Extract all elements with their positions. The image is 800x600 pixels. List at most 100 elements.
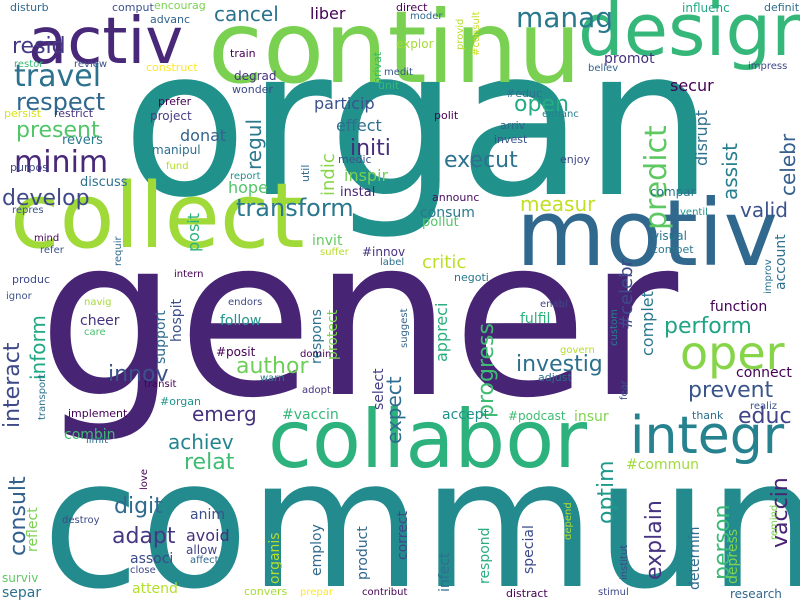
word-suffer: suffer [320, 247, 349, 258]
word-manipul: manipul [152, 143, 201, 157]
word-organis: organis [267, 532, 283, 584]
word-depress: depress [725, 528, 741, 584]
word-activ: activ [28, 5, 184, 79]
word-persist: persist [4, 107, 42, 120]
word-convers: convers [244, 585, 288, 598]
word-provid: provid [455, 18, 466, 50]
word-account: account [773, 234, 789, 290]
word-organ: organ [122, 5, 714, 243]
word-restrict: restrict [54, 107, 94, 120]
word-purpos: purpos [10, 161, 48, 174]
word-achiev: achiev [168, 430, 234, 454]
word-restor: restor [14, 59, 44, 70]
word-complet: complet [638, 291, 657, 356]
word-explain: explain [642, 500, 667, 580]
word-emerg: emerg [192, 402, 257, 426]
word-design: design [578, 0, 800, 72]
word-appreci: appreci [432, 302, 451, 362]
word-particip: particip [314, 94, 375, 113]
word-insur: insur [574, 409, 609, 425]
word-medit: medit [384, 67, 413, 78]
word-advanc: advanc [150, 13, 190, 26]
word-adjust: adjust [538, 371, 572, 384]
word-transport: transport [37, 373, 48, 420]
word-execut: execut [444, 148, 518, 173]
word-love: love [139, 469, 150, 490]
word-prevent: prevent [688, 378, 774, 403]
word-valid: valid [740, 198, 788, 222]
word-collect: collect [10, 164, 305, 269]
word-hashtag-celebr: #celebr [616, 259, 637, 330]
word-implement: implement [68, 407, 128, 420]
word-hashtag-posit: #posit [216, 345, 256, 359]
word-institut: institut [619, 544, 630, 580]
word-special: special [521, 525, 537, 574]
word-surviv: surviv [2, 571, 39, 585]
word-medic: medic [338, 153, 372, 166]
word-integr: integr [630, 406, 785, 466]
word-util: util [299, 164, 312, 182]
word-expect: expect [382, 376, 406, 444]
word-motiv: motiv [516, 180, 778, 287]
word-prepar: prepar [300, 587, 333, 598]
word-resid: resid [12, 34, 66, 59]
word-unit: unit [378, 79, 400, 92]
word-secur: secur [670, 76, 714, 95]
word-degrad: degrad [234, 69, 277, 83]
word-liber: liber [310, 4, 346, 23]
word-fear: fear [619, 380, 630, 400]
word-minim: minim [14, 145, 109, 180]
word-domin: domin [300, 349, 332, 360]
word-report: report [230, 171, 261, 182]
word-accept: accept [442, 407, 489, 423]
word-progress: progress [474, 323, 499, 418]
word-initi: initi [350, 136, 391, 161]
word-enabl: enabl [540, 299, 568, 310]
word-hashtag-organ: #organ [160, 395, 201, 408]
word-continu: continu [208, 0, 582, 106]
word-improv: improv [763, 259, 774, 294]
word-connect: connect [736, 365, 792, 381]
word-refer: refer [40, 245, 64, 256]
word-fund: fund [166, 161, 189, 172]
word-affect: affect [190, 555, 219, 566]
word-promot: promot [604, 51, 655, 67]
word-prefer: prefer [158, 95, 192, 108]
word-comput: comput [112, 1, 154, 14]
word-wonder: wonder [232, 83, 273, 96]
word-respond: respond [477, 527, 493, 584]
word-anim: anim [190, 507, 225, 523]
word-direct: direct [396, 1, 428, 14]
word-inform: inform [26, 315, 50, 380]
word-intern: intern [174, 269, 204, 280]
word-mind: mind [34, 233, 60, 244]
word-believ: believ [588, 63, 619, 74]
word-author: author [236, 354, 309, 379]
word-instal: instal [340, 185, 376, 200]
word-stimul: stimul [598, 587, 629, 598]
word-adapt: adapt [112, 524, 176, 549]
word-repres: repres [12, 205, 44, 216]
word-hashtag-vaccin: #vaccin [282, 407, 339, 423]
word-correct: correct [395, 510, 411, 560]
word-donat: donat [180, 126, 227, 145]
word-limit: limit [86, 435, 108, 446]
word-negoti: negoti [454, 271, 489, 284]
word-associ: associ [130, 551, 174, 567]
word-impress: impress [748, 61, 788, 72]
word-hashtag-educ: #educ [506, 87, 542, 100]
word-moder: moder [410, 11, 443, 22]
word-travel: travel [14, 59, 102, 94]
word-explor: explor [396, 37, 434, 51]
word-cancel: cancel [214, 2, 279, 26]
word-collabor: collabor [268, 393, 588, 486]
word-hospit: hospit [169, 299, 185, 342]
word-effect: effect [336, 116, 382, 135]
word-visual: visual [652, 229, 687, 243]
word-compar: compar [650, 185, 696, 199]
word-consum: consum [420, 205, 475, 221]
word-care: care [84, 327, 106, 338]
word-label: label [380, 257, 405, 268]
word-reflect: reflect [25, 507, 41, 552]
